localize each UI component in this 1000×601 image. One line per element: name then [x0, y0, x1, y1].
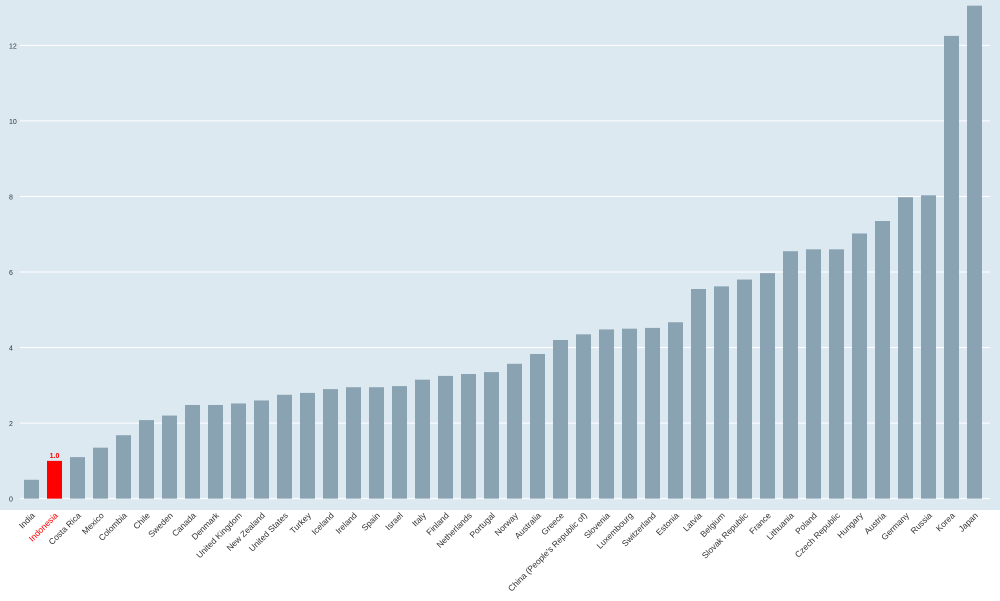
- bar-russia: [921, 195, 936, 499]
- x-tick-label: Ireland: [333, 510, 359, 536]
- bar-portugal: [484, 372, 499, 499]
- x-tick-label: Hungary: [835, 510, 865, 540]
- x-tick-label: Turkey: [288, 510, 314, 536]
- bar-switzerland: [645, 327, 660, 499]
- bar-iceland: [323, 389, 338, 499]
- bar-luxembourg: [622, 328, 637, 499]
- y-tick-label: 12: [9, 43, 17, 50]
- bar-united-kingdom: [231, 403, 246, 499]
- x-tick-label: Sweden: [146, 510, 175, 539]
- y-tick-label: 6: [9, 270, 13, 277]
- bar-netherlands: [461, 374, 476, 499]
- bar-slovenia: [599, 329, 614, 499]
- y-tick-label: 4: [9, 346, 13, 353]
- bar-poland: [806, 249, 821, 499]
- bar-indonesia: [47, 460, 62, 499]
- x-tick-label: Israel: [383, 510, 405, 532]
- bar-korea: [944, 35, 959, 499]
- bar-austria: [875, 221, 890, 499]
- bar-turkey: [300, 392, 315, 499]
- bar-italy: [415, 379, 430, 499]
- bar-latvia: [691, 289, 706, 499]
- x-tick-label: India: [17, 510, 37, 530]
- x-tick-label: Italy: [410, 510, 429, 529]
- y-tick-label: 10: [9, 119, 17, 126]
- bar-spain: [369, 387, 384, 499]
- bar-estonia: [668, 322, 683, 499]
- bar-chile: [139, 420, 154, 499]
- bar-greece: [553, 340, 568, 499]
- y-axis-ticks: 0 2 4 6 8 10 12: [9, 43, 17, 503]
- y-tick-label: 8: [9, 194, 13, 201]
- bar-costa-rica: [70, 457, 85, 499]
- bar-hungary: [852, 233, 867, 499]
- bar-colombia: [116, 435, 131, 499]
- bar-ireland: [346, 387, 361, 499]
- bar-sweden: [162, 415, 177, 499]
- bar-slovak-republic: [737, 279, 752, 499]
- y-tick-label: 0: [9, 497, 13, 504]
- x-tick-label: Portugal: [467, 510, 497, 540]
- bar-denmark: [208, 404, 223, 499]
- bars: 1.0: [24, 5, 982, 499]
- bar-china-people-s-republic-of: [576, 334, 591, 499]
- bar-norway: [507, 363, 522, 499]
- bar-australia: [530, 353, 545, 499]
- x-tick-label: Iceland: [309, 510, 336, 537]
- gridlines: [20, 44, 990, 500]
- bar-mexico: [93, 447, 108, 499]
- bar-canada: [185, 404, 200, 499]
- bar-belgium: [714, 286, 729, 499]
- bar-germany: [898, 197, 913, 499]
- bar-lithuania: [783, 251, 798, 499]
- x-tick-label: Russia: [908, 510, 934, 536]
- bar-united-states: [277, 394, 292, 499]
- x-tick-label: Korea: [934, 510, 957, 533]
- bar-czech-republic: [829, 249, 844, 499]
- bar-india: [24, 479, 39, 499]
- bar-japan: [967, 5, 982, 499]
- bar-finland: [438, 375, 453, 499]
- data-label: 1.0: [50, 453, 60, 460]
- x-tick-label: Spain: [359, 510, 382, 533]
- y-tick-label: 2: [9, 421, 13, 428]
- bar-israel: [392, 386, 407, 499]
- bar-france: [760, 273, 775, 499]
- bar-new-zealand: [254, 400, 269, 499]
- x-tick-label: Japan: [956, 510, 980, 534]
- x-tick-label: Estonia: [654, 510, 681, 537]
